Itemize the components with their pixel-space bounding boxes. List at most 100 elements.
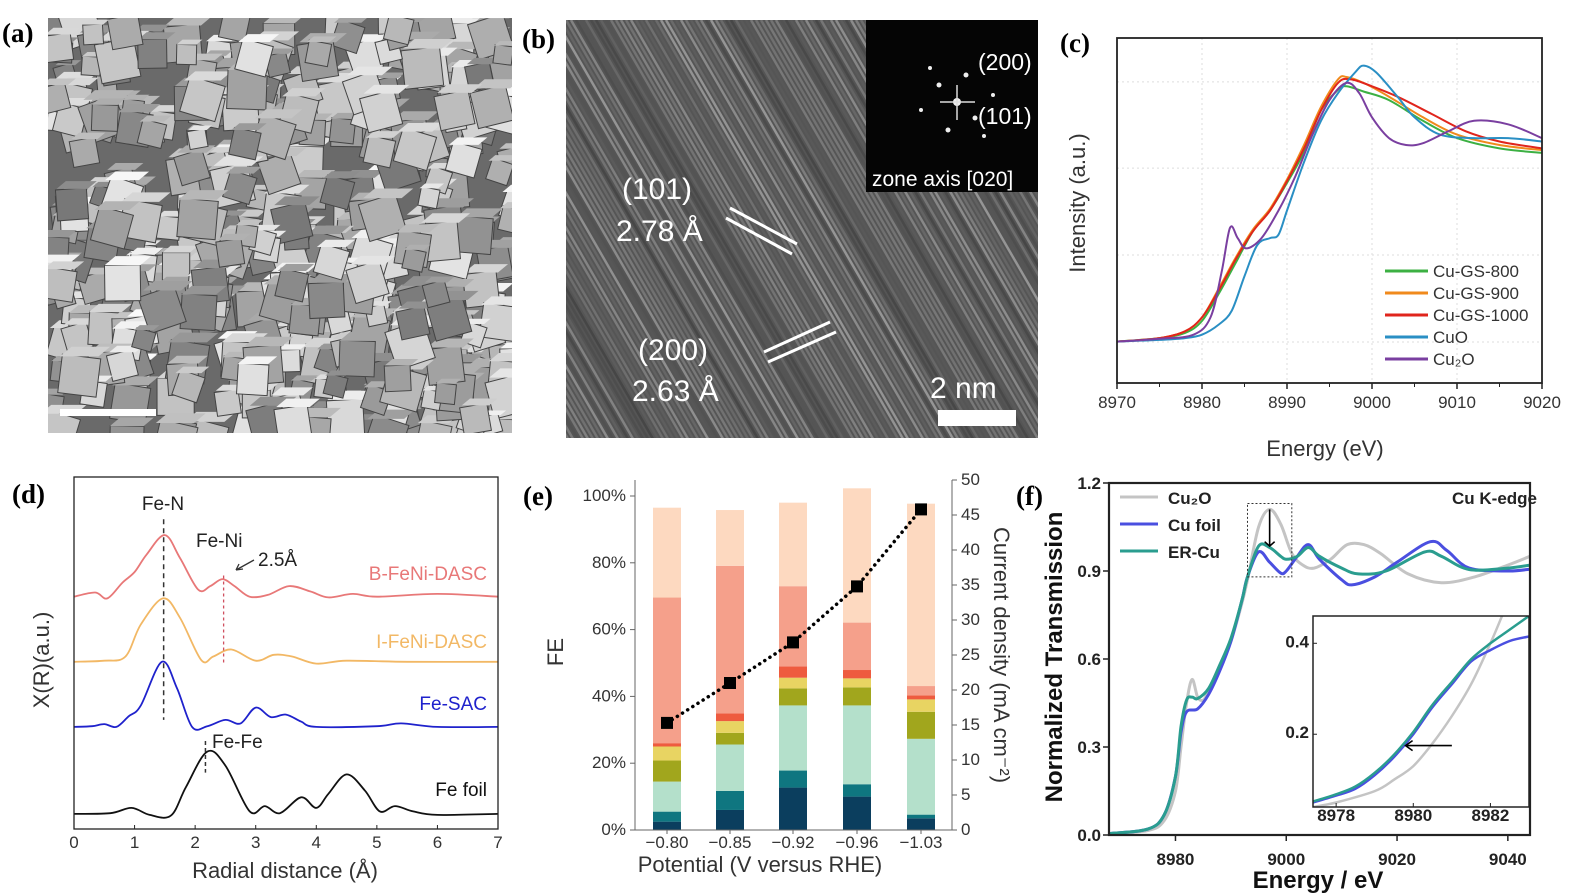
x-tick-label: 9040 (1489, 850, 1527, 869)
bar-segment (843, 488, 871, 623)
x-tick-label: 2 (190, 833, 199, 852)
bar-segment (716, 510, 744, 566)
series-line-Fe foil (73, 749, 499, 819)
lattice-marker (725, 206, 798, 256)
x-tick-label: −0.96 (835, 833, 878, 852)
diffraction-spot (982, 134, 986, 138)
legend-label: Cu-GS-800 (1433, 262, 1519, 281)
x-tick-label: 9020 (1378, 850, 1416, 869)
bar-segment (653, 821, 681, 830)
y2-tick-label: 10 (961, 750, 980, 769)
x-tick-label: −0.80 (645, 833, 688, 852)
chart-f-cu-k-edge: 8980 9000 9020 9040 0.0 0.3 0.6 0.9 1.2 Energy / … (1041, 474, 1537, 894)
fft-spot-label: (200) (978, 49, 1032, 75)
bar-segment (907, 814, 935, 819)
distance-label: 2.5Å (258, 550, 297, 571)
bar-segment (843, 670, 871, 679)
bar-segment (907, 711, 935, 739)
series-line-I-FeNi-DASC (73, 597, 499, 665)
bar-segment (716, 744, 744, 791)
bar-stack-−0.85 (716, 510, 744, 830)
chart-e-faradaic-efficiency: 0% 20% 40% 60% 80% 100% 0 5 10 15 20 25 30 35 40 45 50 −0… (543, 470, 1014, 877)
bar-segment (907, 503, 935, 687)
bar-segment (653, 760, 681, 782)
y2-tick-label: 25 (961, 645, 980, 664)
inset-series-line-Cu foil (1313, 635, 1529, 804)
y2-tick-label: 40 (961, 540, 980, 559)
plot-frame (1116, 37, 1543, 384)
scale-label: 2 nm (930, 372, 997, 405)
bar-stack-−0.92 (779, 502, 807, 830)
bar-segment (716, 565, 744, 714)
y-tick-label: 60% (592, 620, 626, 639)
inset-series-line-ER-Cu (1313, 616, 1529, 803)
series-line-Cu₂O (1116, 81, 1543, 343)
panel-label-a: (a) (2, 18, 33, 48)
x-axis-label: Energy (eV) (1266, 436, 1383, 461)
legend-label: Cu₂O (1433, 350, 1475, 369)
zone-axis-label: zone axis [020] (872, 168, 1013, 191)
y-tick-label: 100% (583, 486, 626, 505)
y-tick-label: 0.3 (1077, 738, 1101, 757)
lattice-spacing-label: 2.78 Å (616, 215, 703, 248)
bar-segment (779, 502, 807, 587)
y2-axis-label: Current density (mA cm⁻²) (989, 527, 1014, 783)
inset-chart: 8978 8980 8982 0.2 0.4 (1285, 615, 1530, 825)
diffraction-spot (919, 108, 923, 112)
tem-image (566, 20, 1038, 438)
series-line-CuO (1116, 64, 1543, 343)
series-label: Fe foil (435, 780, 487, 801)
x-tick-label: −0.85 (708, 833, 751, 852)
x-axis-label: Potential (V versus RHE) (638, 852, 883, 877)
series-label: I-FeNi-DASC (376, 632, 487, 653)
lattice-marker (763, 320, 837, 364)
diffraction-spot (928, 66, 932, 70)
bar-segment (907, 699, 935, 712)
series-label: B-FeNi-DASC (369, 564, 487, 585)
series-line-Cu-GS-800 (1116, 85, 1543, 343)
series-line-B-FeNi-DASC (73, 534, 499, 600)
series-line-Fe-SAC (73, 660, 499, 731)
fft-spot-label: (101) (978, 103, 1032, 129)
x-tick-label: 9020 (1523, 393, 1561, 412)
panel-label-b: (b) (522, 24, 555, 54)
bar-segment (843, 687, 871, 706)
fft-inset: (200) (101) zone axis [020] (866, 20, 1038, 192)
y-tick-label: 20% (592, 753, 626, 772)
current-density-marker (851, 580, 863, 593)
bar-segment (843, 622, 871, 671)
current-density-line (665, 507, 923, 725)
current-density-marker (724, 677, 736, 689)
x-tick-label: 6 (433, 833, 442, 852)
bar-segment (779, 705, 807, 771)
y-axis-label: X(R)(a.u.) (29, 612, 54, 709)
scale-bar (938, 410, 1016, 426)
series-label: Fe-SAC (419, 694, 487, 715)
bar-segment (653, 507, 681, 598)
panel-label-d: (d) (12, 479, 45, 509)
bar-segment (716, 790, 744, 810)
x-tick-label: 4 (312, 833, 321, 852)
bar-segment (716, 713, 744, 722)
arrow-icon (235, 559, 255, 571)
bar-stack-−0.80 (653, 507, 681, 830)
bar-segment (907, 695, 935, 700)
x-axis-label: Energy / eV (1253, 867, 1384, 894)
scale-bar (60, 409, 156, 416)
plot-frame (73, 476, 499, 830)
inset-background (1313, 616, 1529, 807)
bar-segment (716, 721, 744, 733)
bar-segment (779, 586, 807, 667)
bar-segment (716, 732, 744, 745)
y-tick-label: 0.6 (1077, 650, 1101, 669)
y-tick-label: 0% (601, 820, 626, 839)
x-tick-label: 9010 (1438, 393, 1476, 412)
bar-segment (716, 809, 744, 830)
bar-segment (653, 811, 681, 822)
fe-fe-label: Fe-Fe (212, 732, 263, 753)
panel-label-c: (c) (1060, 28, 1090, 58)
diffraction-spot (991, 93, 995, 97)
legend-label: Cu-GS-900 (1433, 284, 1519, 303)
legend-label: CuO (1433, 328, 1468, 347)
bar-segment (907, 738, 935, 815)
